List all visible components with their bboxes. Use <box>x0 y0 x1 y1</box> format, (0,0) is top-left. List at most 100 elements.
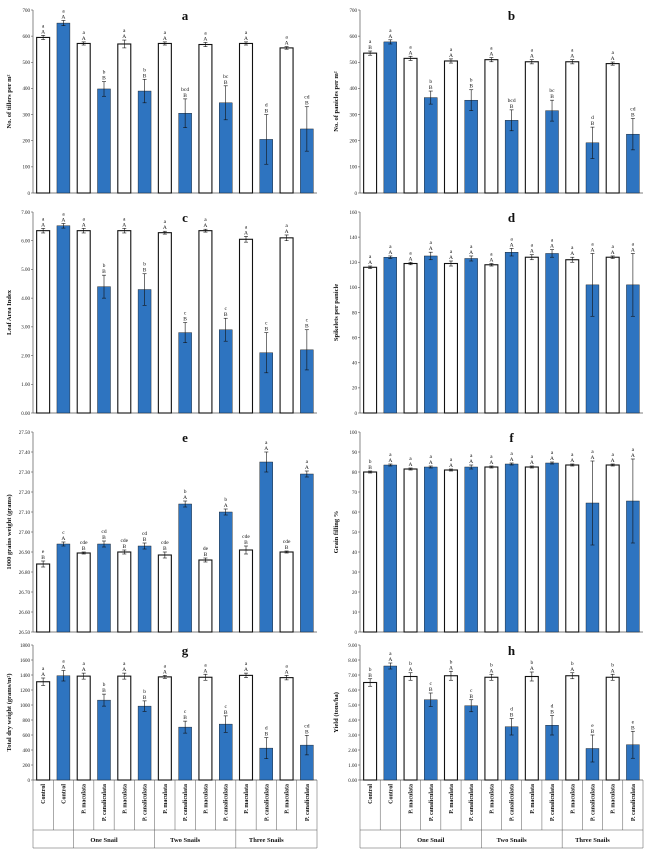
sig-letter-upper: B <box>285 545 289 551</box>
sig-letter-lower: a <box>389 452 392 458</box>
sig-letter-upper: B <box>510 104 514 110</box>
sig-letter-lower: a <box>164 219 167 225</box>
category-label: P. canaliculata <box>510 784 516 821</box>
bar <box>76 230 91 414</box>
sig-letter-upper: B <box>102 535 106 541</box>
sig-letter-upper: A <box>122 34 126 40</box>
sig-letter-lower: a <box>42 23 45 29</box>
sig-letter-lower: bcd <box>508 98 516 104</box>
y-tick-label: 1400 <box>20 674 31 679</box>
y-tick-label: 70 <box>352 491 358 496</box>
sig-letter-lower: a <box>490 46 493 52</box>
sig-letter-lower: e <box>632 719 635 725</box>
sig-letter-lower: c <box>224 704 227 710</box>
sig-letter-upper: A <box>82 36 86 42</box>
sig-letter-upper: B <box>368 673 372 679</box>
category-label: P. maculata <box>163 784 169 814</box>
bar <box>443 675 458 781</box>
sig-letter-upper: A <box>285 41 289 47</box>
bar <box>198 676 213 781</box>
category-label: Control <box>388 784 394 804</box>
sig-letter-lower: c <box>184 709 187 715</box>
sig-letter-upper: A <box>449 463 453 469</box>
sig-letter-lower: a <box>306 459 309 465</box>
y-tick-label: 40 <box>352 551 358 556</box>
sig-letter-upper: B <box>429 85 433 91</box>
category-label: P. maculata <box>122 784 128 814</box>
sig-letter-upper: A <box>590 455 594 461</box>
bar <box>464 466 478 633</box>
y-tick-label: 0 <box>28 192 31 197</box>
sig-letter-upper: B <box>183 93 187 99</box>
y-tick-label: 4.00 <box>348 719 357 724</box>
sig-letter-upper: A <box>409 462 413 468</box>
sig-letter-lower: a <box>389 28 392 34</box>
sig-letter-lower: a <box>571 245 574 251</box>
y-tick-label: 80 <box>352 471 358 476</box>
sig-letter-lower: a <box>611 50 614 56</box>
bar <box>484 466 499 633</box>
sig-letter-lower: d <box>510 707 513 713</box>
bar <box>565 259 580 414</box>
sig-letter-lower: b <box>571 661 574 667</box>
bar <box>424 97 438 194</box>
category-label: P. maculata <box>409 784 415 814</box>
y-tick-label: 100 <box>350 166 358 171</box>
y-tick-label: 600 <box>23 35 31 40</box>
panel-e: 26.50 26.60 26.70 26.80 26.90 27.00 27.10 27.20… <box>6 430 317 636</box>
y-axis-label: No. of tillers per m² <box>6 74 13 128</box>
sig-letter-lower: b <box>224 497 227 503</box>
sig-letter-upper: B <box>264 109 268 115</box>
sig-letter-lower: a <box>62 659 65 665</box>
y-tick-label: 1000 <box>20 704 31 709</box>
sig-letter-lower: d <box>265 726 268 732</box>
sig-letter-lower: c <box>265 321 268 327</box>
sig-letter-lower: a <box>510 236 513 242</box>
bar <box>605 464 620 633</box>
bar <box>238 238 254 414</box>
sig-letter-lower: cde <box>283 539 291 545</box>
sig-letter-upper: B <box>591 729 595 735</box>
sig-letter-upper: A <box>449 665 453 671</box>
bar <box>157 676 172 781</box>
sig-letter-upper: B <box>264 732 268 738</box>
sig-letter-lower: a <box>551 238 554 244</box>
sig-letter-lower: b <box>103 263 106 269</box>
category-label: Control <box>368 784 374 804</box>
sig-letter-upper: A <box>631 453 635 459</box>
panel-label: f <box>509 430 514 445</box>
category-label: P. maculata <box>489 784 495 814</box>
sig-letter-upper: A <box>61 217 65 223</box>
sig-letter-lower: b <box>470 78 473 84</box>
sig-letter-upper: A <box>61 536 65 542</box>
sig-letter-lower: cde <box>80 540 88 546</box>
sig-letter-lower: a <box>389 244 392 250</box>
bar <box>484 264 499 414</box>
y-tick-label: 300 <box>23 113 31 118</box>
y-tick-label: 160 <box>350 211 358 216</box>
bar <box>383 464 397 633</box>
sig-letter-lower: a <box>470 453 473 459</box>
category-label: P. canaliculata <box>183 784 189 821</box>
sig-letter-lower: b <box>184 489 187 495</box>
bar <box>443 60 458 194</box>
sig-letter-upper: A <box>41 672 45 678</box>
sig-letter-lower: de <box>203 546 209 552</box>
y-tick-label: 80 <box>352 311 358 316</box>
sig-letter-upper: B <box>550 94 554 100</box>
bar <box>464 258 478 414</box>
sig-letter-lower: a <box>204 217 207 223</box>
group-label: One Snail <box>417 837 444 844</box>
sig-letter-lower: a <box>369 39 372 45</box>
sig-letter-upper: B <box>183 317 187 323</box>
y-tick-label: 1.00 <box>21 383 30 388</box>
panel-label: a <box>182 8 189 23</box>
category-label: Control <box>41 784 47 804</box>
sig-letter-lower: a <box>571 48 574 54</box>
bar <box>36 36 51 194</box>
sig-letter-upper: B <box>102 688 106 694</box>
sig-letter-lower: bc <box>549 88 555 94</box>
bar <box>97 699 111 781</box>
sig-letter-lower: a <box>490 252 493 258</box>
sig-letter-upper: A <box>163 225 167 231</box>
